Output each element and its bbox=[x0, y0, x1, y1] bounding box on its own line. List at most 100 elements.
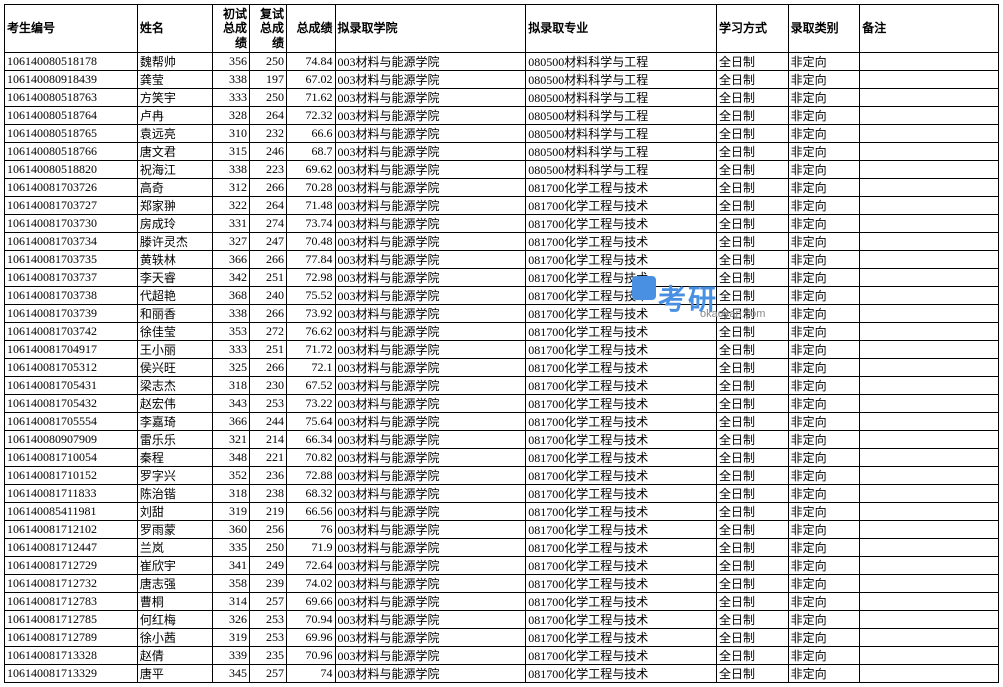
cell: 非定向 bbox=[788, 665, 860, 683]
cell: 318 bbox=[213, 485, 250, 503]
cell: 253 bbox=[250, 611, 287, 629]
cell: 106140081705432 bbox=[5, 395, 138, 413]
cell: 106140081703738 bbox=[5, 287, 138, 305]
watermark-icon bbox=[632, 276, 656, 300]
cell: 非定向 bbox=[788, 575, 860, 593]
cell: 非定向 bbox=[788, 539, 860, 557]
cell: 全日制 bbox=[716, 575, 788, 593]
col-header-7: 学习方式 bbox=[716, 5, 788, 53]
table-row: 106140081712789徐小茜31925369.96003材料与能源学院0… bbox=[5, 629, 999, 647]
cell: 非定向 bbox=[788, 89, 860, 107]
cell: 338 bbox=[213, 71, 250, 89]
cell: 106140080518766 bbox=[5, 143, 138, 161]
cell bbox=[860, 197, 999, 215]
cell: 353 bbox=[213, 323, 250, 341]
table-row: 106140081710054秦程34822170.82003材料与能源学院08… bbox=[5, 449, 999, 467]
cell: 全日制 bbox=[716, 89, 788, 107]
table-row: 106140081703734滕许灵杰32724770.48003材料与能源学院… bbox=[5, 233, 999, 251]
cell: 66.6 bbox=[287, 125, 336, 143]
table-row: 106140081710152罗字兴35223672.88003材料与能源学院0… bbox=[5, 467, 999, 485]
cell: 003材料与能源学院 bbox=[335, 395, 526, 413]
cell bbox=[860, 611, 999, 629]
cell: 非定向 bbox=[788, 449, 860, 467]
cell: 106140081705554 bbox=[5, 413, 138, 431]
cell: 214 bbox=[250, 431, 287, 449]
cell: 全日制 bbox=[716, 179, 788, 197]
cell: 滕许灵杰 bbox=[137, 233, 212, 251]
cell: 雷乐乐 bbox=[137, 431, 212, 449]
cell bbox=[860, 467, 999, 485]
cell: 003材料与能源学院 bbox=[335, 665, 526, 683]
cell: 全日制 bbox=[716, 449, 788, 467]
cell: 70.96 bbox=[287, 647, 336, 665]
cell: 高奇 bbox=[137, 179, 212, 197]
table-row: 106140080518766唐文君31524668.7003材料与能源学院08… bbox=[5, 143, 999, 161]
cell bbox=[860, 107, 999, 125]
cell: 341 bbox=[213, 557, 250, 575]
cell: 003材料与能源学院 bbox=[335, 377, 526, 395]
cell: 全日制 bbox=[716, 629, 788, 647]
cell bbox=[860, 359, 999, 377]
table-row: 106140080518763方笑宇33325071.62003材料与能源学院0… bbox=[5, 89, 999, 107]
cell: 全日制 bbox=[716, 377, 788, 395]
col-header-3: 复试总成绩 bbox=[250, 5, 287, 53]
cell: 003材料与能源学院 bbox=[335, 629, 526, 647]
cell: 315 bbox=[213, 143, 250, 161]
cell: 257 bbox=[250, 665, 287, 683]
cell: 249 bbox=[250, 557, 287, 575]
table-body: 106140080518178魏帮帅35625074.84003材料与能源学院0… bbox=[5, 53, 999, 683]
table-row: 106140081703727郑家翀32226471.48003材料与能源学院0… bbox=[5, 197, 999, 215]
cell: 342 bbox=[213, 269, 250, 287]
cell: 081700化学工程与技术 bbox=[526, 179, 717, 197]
cell: 73.74 bbox=[287, 215, 336, 233]
cell: 非定向 bbox=[788, 359, 860, 377]
table-row: 106140081712732唐志强35823974.02003材料与能源学院0… bbox=[5, 575, 999, 593]
cell: 非定向 bbox=[788, 269, 860, 287]
cell: 244 bbox=[250, 413, 287, 431]
cell: 312 bbox=[213, 179, 250, 197]
cell: 003材料与能源学院 bbox=[335, 215, 526, 233]
table-row: 106140080518820祝海江33822369.62003材料与能源学院0… bbox=[5, 161, 999, 179]
cell: 251 bbox=[250, 341, 287, 359]
cell: 003材料与能源学院 bbox=[335, 143, 526, 161]
cell: 67.02 bbox=[287, 71, 336, 89]
cell: 335 bbox=[213, 539, 250, 557]
cell: 72.98 bbox=[287, 269, 336, 287]
cell: 003材料与能源学院 bbox=[335, 449, 526, 467]
cell: 081700化学工程与技术 bbox=[526, 413, 717, 431]
cell: 76 bbox=[287, 521, 336, 539]
cell: 081700化学工程与技术 bbox=[526, 359, 717, 377]
cell: 106140081712447 bbox=[5, 539, 138, 557]
cell: 236 bbox=[250, 467, 287, 485]
cell: 非定向 bbox=[788, 485, 860, 503]
cell bbox=[860, 269, 999, 287]
cell: 266 bbox=[250, 359, 287, 377]
table-row: 106140081703738代超艳36824075.52003材料与能源学院0… bbox=[5, 287, 999, 305]
cell: 106140080918439 bbox=[5, 71, 138, 89]
cell: 106140081712785 bbox=[5, 611, 138, 629]
cell: 李嘉琦 bbox=[137, 413, 212, 431]
cell: 230 bbox=[250, 377, 287, 395]
cell: 代超艳 bbox=[137, 287, 212, 305]
table-row: 106140081703730房成玲33127473.74003材料与能源学院0… bbox=[5, 215, 999, 233]
cell: 331 bbox=[213, 215, 250, 233]
cell: 魏帮帅 bbox=[137, 53, 212, 71]
col-header-0: 考生编号 bbox=[5, 5, 138, 53]
cell: 106140080518765 bbox=[5, 125, 138, 143]
cell: 106140081713328 bbox=[5, 647, 138, 665]
cell: 081700化学工程与技术 bbox=[526, 269, 717, 287]
cell: 全日制 bbox=[716, 539, 788, 557]
cell: 003材料与能源学院 bbox=[335, 341, 526, 359]
cell: 080500材料科学与工程 bbox=[526, 107, 717, 125]
cell: 081700化学工程与技术 bbox=[526, 521, 717, 539]
cell: 251 bbox=[250, 269, 287, 287]
cell: 全日制 bbox=[716, 341, 788, 359]
col-header-9: 备注 bbox=[860, 5, 999, 53]
cell: 全日制 bbox=[716, 53, 788, 71]
cell: 全日制 bbox=[716, 251, 788, 269]
cell: 全日制 bbox=[716, 485, 788, 503]
cell: 106140080518820 bbox=[5, 161, 138, 179]
cell: 003材料与能源学院 bbox=[335, 269, 526, 287]
table-row: 106140081703739和丽香33826673.92003材料与能源学院0… bbox=[5, 305, 999, 323]
cell: 非定向 bbox=[788, 179, 860, 197]
